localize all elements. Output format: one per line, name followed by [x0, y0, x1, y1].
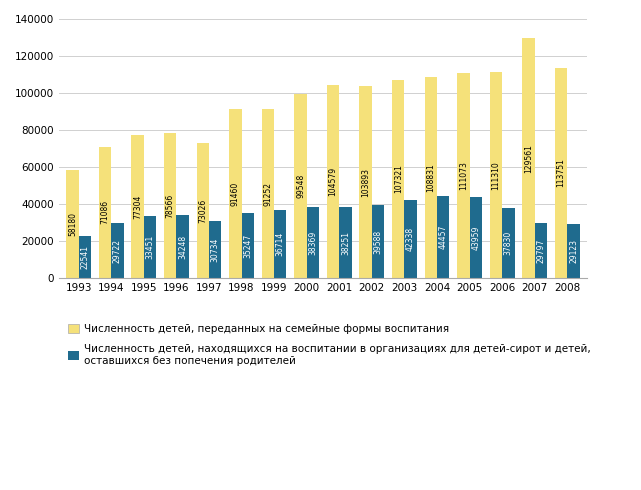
- Bar: [490, 72, 502, 278]
- Text: 42338: 42338: [406, 227, 415, 251]
- Text: 29797: 29797: [537, 239, 545, 263]
- Bar: [555, 68, 567, 278]
- Text: 29722: 29722: [113, 239, 122, 263]
- Bar: [392, 79, 404, 278]
- Text: 77304: 77304: [133, 195, 142, 219]
- Bar: [360, 86, 372, 278]
- Text: 29123: 29123: [569, 239, 578, 263]
- Bar: [131, 135, 144, 278]
- Text: 103893: 103893: [361, 168, 370, 196]
- Text: 35247: 35247: [243, 233, 252, 258]
- Bar: [535, 223, 547, 278]
- Text: 44457: 44457: [438, 225, 447, 249]
- Bar: [229, 109, 242, 278]
- Bar: [144, 216, 156, 278]
- Bar: [372, 205, 384, 278]
- Text: 129561: 129561: [524, 144, 533, 172]
- Bar: [209, 221, 221, 278]
- Text: 43959: 43959: [471, 225, 480, 250]
- Text: 111310: 111310: [492, 161, 501, 190]
- Legend: Численность детей, переданных на семейные формы воспитания, Численность детей, н: Численность детей, переданных на семейны…: [64, 319, 595, 370]
- Bar: [404, 200, 417, 278]
- Text: 113751: 113751: [556, 158, 565, 187]
- Text: 39588: 39588: [374, 229, 383, 254]
- Text: 91252: 91252: [263, 182, 272, 206]
- Bar: [567, 224, 579, 278]
- Bar: [197, 143, 209, 278]
- Bar: [424, 77, 437, 278]
- Text: 38251: 38251: [341, 231, 350, 255]
- Text: 22541: 22541: [80, 245, 89, 270]
- Text: 36714: 36714: [276, 232, 285, 256]
- Text: 104579: 104579: [329, 167, 338, 196]
- Bar: [306, 207, 319, 278]
- Text: 34248: 34248: [178, 234, 187, 259]
- Bar: [502, 208, 515, 278]
- Bar: [522, 38, 535, 278]
- Text: 58180: 58180: [68, 212, 77, 236]
- Bar: [437, 196, 449, 278]
- Text: 33451: 33451: [146, 235, 154, 259]
- Text: 99548: 99548: [296, 174, 305, 198]
- Text: 107321: 107321: [394, 165, 403, 193]
- Bar: [274, 210, 287, 278]
- Text: 38369: 38369: [308, 231, 317, 255]
- Bar: [176, 215, 188, 278]
- Bar: [327, 85, 339, 278]
- Bar: [457, 73, 470, 278]
- Text: 111073: 111073: [459, 161, 468, 190]
- Bar: [112, 223, 124, 278]
- Text: 108831: 108831: [426, 163, 435, 192]
- Text: 37830: 37830: [504, 231, 513, 255]
- Bar: [294, 94, 306, 278]
- Bar: [164, 133, 176, 278]
- Bar: [99, 147, 112, 278]
- Text: 78566: 78566: [166, 194, 175, 218]
- Text: 71086: 71086: [101, 200, 110, 224]
- Bar: [470, 197, 482, 278]
- Bar: [339, 207, 352, 278]
- Text: 73026: 73026: [198, 198, 207, 223]
- Bar: [79, 237, 91, 278]
- Text: 91460: 91460: [231, 181, 240, 206]
- Bar: [242, 213, 254, 278]
- Bar: [262, 109, 274, 278]
- Bar: [66, 171, 79, 278]
- Text: 30734: 30734: [211, 238, 220, 262]
